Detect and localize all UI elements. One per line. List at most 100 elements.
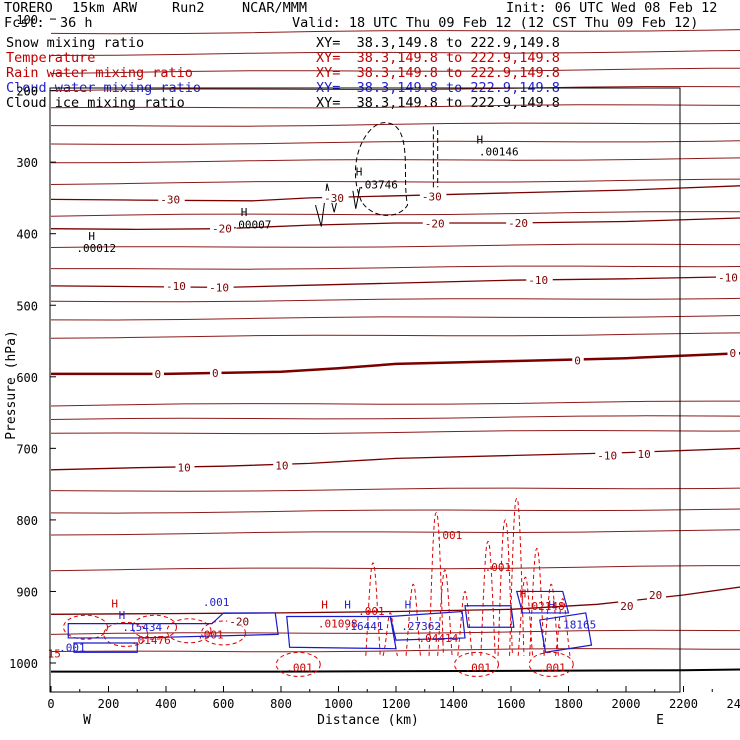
model-run: Run2	[172, 0, 205, 16]
mixing-ratio-contours	[63, 122, 593, 677]
fcst-value: 36 h	[60, 15, 93, 31]
contour-label-bg	[322, 190, 349, 203]
cloud-water-contour	[67, 612, 279, 639]
rain-water-contour	[63, 614, 108, 640]
maximum-label: H	[344, 598, 351, 611]
maximum-label: H	[111, 598, 118, 611]
background-contour	[50, 157, 740, 164]
background-contour	[50, 67, 740, 74]
y-tick-label: 1000	[9, 657, 38, 671]
y-tick-label: 700	[16, 442, 38, 456]
rain-water-contour	[543, 583, 559, 656]
maximum-label: .001	[59, 641, 86, 654]
background-contour	[50, 565, 740, 572]
temperature-contour-0	[51, 351, 740, 376]
maximum-label: .001	[436, 529, 463, 542]
field-xy: XY= 38.3,149.8 to 222.9,149.8	[316, 35, 560, 51]
background-contour	[50, 315, 740, 321]
temperature-contour-label: -10	[209, 281, 229, 294]
background-contour	[50, 49, 740, 56]
maximum-label: .02148	[525, 600, 565, 613]
fcst-label: Fcst:	[4, 15, 45, 31]
x-tick-label: 400	[155, 697, 177, 711]
maximum-label: .16441	[344, 620, 384, 633]
temperature-contour--20	[50, 217, 740, 231]
x-tick-label: 0	[47, 697, 54, 711]
y-tick-label: 400	[16, 228, 38, 242]
maximum-label: 15	[48, 648, 61, 661]
background-contour	[50, 429, 740, 435]
temperature-contour-label: 0	[155, 368, 162, 381]
maximum-label: .00007	[232, 218, 272, 231]
rain-water-contour	[365, 562, 381, 656]
temperature-contour-label: -20	[212, 223, 232, 236]
model-org: NCAR/MMM	[242, 0, 308, 16]
field-name: Cloud ice mixing ratio	[6, 95, 185, 111]
background-contour	[50, 487, 740, 492]
y-tick-label: 600	[16, 371, 38, 385]
temperature-contour-label: 10	[275, 460, 288, 473]
temperature-contour-label: 20	[649, 589, 662, 602]
rain-water-contour	[497, 519, 513, 656]
rain-water-contour	[166, 618, 212, 644]
maximum-label: .001	[539, 661, 566, 674]
temperature-contour-label: 0	[730, 347, 737, 360]
maximum-label: .001	[286, 661, 313, 674]
maximum-label: H	[119, 609, 126, 622]
contour-label-bg	[158, 192, 185, 205]
contour-label-bg	[164, 278, 191, 291]
background-contour	[50, 140, 740, 145]
x-tick-label: 1800	[554, 697, 583, 711]
maximum-label: .00146	[479, 145, 519, 158]
x-tick-label: 1600	[497, 697, 526, 711]
cloud-water-contour	[539, 612, 593, 653]
field-name: Snow mixing ratio	[6, 35, 145, 51]
y-tick-label: 800	[16, 514, 38, 528]
contour-label-bg	[526, 273, 553, 286]
valid-time: Valid: 18 UTC Thu 09 Feb 12 (12 CST Thu …	[292, 15, 699, 31]
background-contour	[51, 265, 740, 270]
background-contour	[50, 629, 740, 635]
rain-water-contour	[275, 651, 321, 677]
temperature-contours	[50, 29, 740, 673]
temperature-contour-label: 0	[574, 354, 581, 367]
cloud-ice-contour	[354, 122, 409, 216]
temperature-contour--10	[50, 275, 740, 289]
maximum-label: H	[356, 165, 363, 178]
y-axis-title: Pressure (hPa)	[4, 330, 19, 440]
temperature-contour-label: 20	[620, 600, 633, 613]
contour-label-bg	[273, 458, 293, 471]
x-axis-title: Distance (km)	[317, 713, 419, 728]
rain-water-contour	[132, 614, 177, 640]
y-tick-label: 300	[16, 156, 38, 170]
temperature-contour-label: -30	[160, 193, 180, 206]
model-resolution: 15km ARW	[72, 0, 138, 16]
background-contour	[50, 529, 740, 536]
contour-label-bg	[727, 346, 739, 359]
maximum-label: .001	[485, 561, 512, 574]
contour-label-bg	[152, 366, 164, 379]
rain-water-contour	[480, 540, 496, 656]
rain-water-contour	[428, 512, 444, 656]
contour-label-bg	[210, 221, 237, 234]
maximum-label: H	[88, 230, 95, 243]
maximum-label: .03746	[358, 178, 398, 191]
maximum-label: H	[520, 588, 527, 601]
temperature-contour-label: -30	[324, 192, 344, 205]
rain-water-contour	[103, 621, 149, 647]
maximum-label: .00012	[76, 242, 116, 255]
temperature-contour-label: -30	[422, 190, 442, 203]
maximum-label: .01098	[318, 618, 358, 631]
x-tick-label: 600	[213, 697, 235, 711]
east-label: E	[656, 713, 664, 728]
cloud-water-contour	[515, 590, 570, 614]
contour-label-bg	[635, 447, 655, 460]
contour-label-bg	[207, 280, 234, 293]
temperature-contour-label: -20	[425, 218, 445, 231]
temperature-contour-label: -20	[229, 616, 249, 629]
background-contour	[50, 297, 740, 303]
init-time: Init: 06 UTC Wed 08 Feb 12	[506, 0, 718, 16]
maximum-label: .04414	[419, 632, 459, 645]
